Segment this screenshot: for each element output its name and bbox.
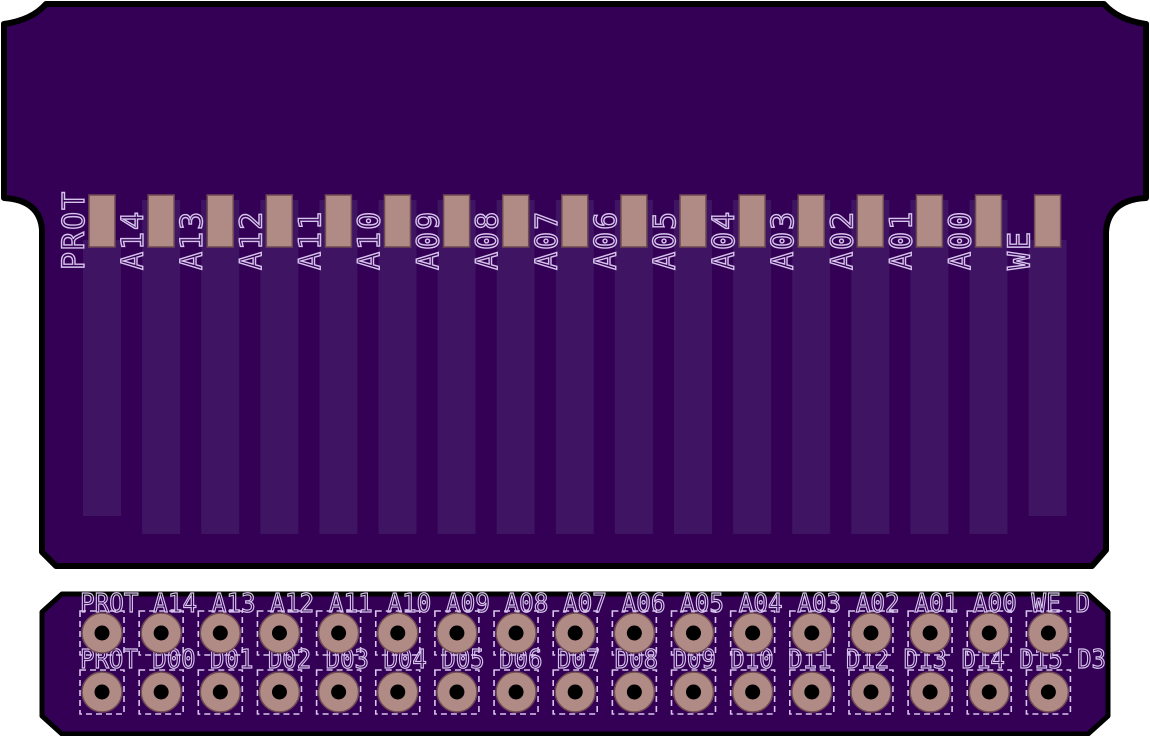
edge-pad-a01: [915, 194, 944, 248]
trace-prot: [83, 240, 121, 516]
header-pin: [729, 669, 776, 715]
header-pin: [138, 669, 184, 715]
header-pin: [79, 610, 125, 656]
trace-a13: [201, 200, 240, 534]
header-pin: [1025, 669, 1072, 715]
trace-a02: [851, 200, 890, 534]
header-board: [39, 591, 1111, 736]
header-pin: [966, 610, 1013, 656]
header-pin: [434, 669, 480, 715]
signal-label-prot: PROT: [57, 190, 92, 270]
header-pin: [1025, 610, 1072, 656]
trace-a12: [260, 200, 299, 534]
header-pin: [848, 669, 894, 715]
edge-pad-a02: [856, 194, 885, 248]
edge-pad-a00: [974, 194, 1003, 248]
edge-pad-a03: [797, 194, 825, 248]
trace-a06: [614, 200, 653, 534]
edge-pad-a08: [501, 194, 530, 248]
edge-connector-signal-labels: PROT A14 A13 A12 A11 A10 A09 A08 A07 A06 A05 A04 A03…: [56, 189, 1038, 271]
edge-pad-a13: [206, 194, 234, 248]
edge-pad-a09: [442, 194, 471, 248]
edge-connector-traces: [83, 200, 1067, 534]
edge-pad-prot: [88, 194, 116, 248]
header-pin: [374, 669, 421, 715]
signal-label-a05: A05: [648, 210, 683, 270]
header-pin: [197, 610, 244, 656]
header-pin: [256, 610, 303, 656]
trace-a09: [437, 200, 476, 534]
signal-label-a02: A02: [825, 210, 860, 270]
trace-a05: [674, 200, 712, 534]
edge-pad-a04: [738, 194, 766, 248]
trace-a00: [969, 200, 1008, 534]
header-pin: [907, 610, 953, 656]
signal-label-a14: A14: [116, 210, 151, 270]
header-pin: [256, 669, 303, 715]
edge-pad-a11: [324, 194, 353, 248]
trace-a10: [378, 200, 417, 534]
header-pin: [670, 669, 717, 715]
header-pin: [611, 669, 658, 715]
edge-connector-pads: [88, 194, 1062, 248]
edge-pad-a05: [679, 194, 707, 248]
signal-label-a13: A13: [175, 210, 210, 270]
header-pin: [552, 669, 599, 715]
header-pin: [848, 610, 894, 656]
signal-label-a01: A01: [884, 210, 919, 270]
header-pin: [315, 610, 362, 656]
signal-label-a03: A03: [766, 210, 801, 270]
edge-pad-a07: [561, 194, 589, 248]
trace-a01: [910, 200, 949, 534]
edge-pad-a14: [147, 194, 175, 248]
signal-label-a04: A04: [707, 210, 742, 270]
header-pin: [493, 610, 539, 656]
header-pin: [138, 610, 184, 656]
signal-label-a08: A08: [471, 210, 506, 270]
header-pin: [907, 669, 953, 715]
trace-a07: [555, 200, 594, 534]
header-pin: [670, 610, 717, 656]
signal-label-a06: A06: [589, 210, 624, 270]
trace-a04: [733, 200, 772, 534]
signal-label-a07: A07: [530, 210, 565, 270]
header-pin: [552, 610, 599, 656]
signal-label-a12: A12: [234, 210, 269, 270]
header-pin: [729, 610, 776, 656]
trace-a03: [792, 200, 831, 534]
header-pin: [197, 669, 244, 715]
trace-a08: [496, 200, 535, 534]
edge-pad-we: [1033, 194, 1062, 248]
signal-label-a00: A00: [944, 210, 979, 270]
signal-label-a09: A09: [412, 210, 447, 270]
signal-label-a11: A11: [293, 210, 328, 270]
header-pin: [434, 610, 480, 656]
header-pin: [315, 669, 362, 715]
header-pin: [788, 669, 835, 715]
edge-pad-a06: [620, 194, 648, 248]
header-pin: [966, 669, 1013, 715]
header-pin-pads: [79, 610, 1072, 715]
header-pin: [79, 669, 125, 715]
trace-a11: [319, 200, 358, 534]
header-pin: [788, 610, 835, 656]
signal-label-we: WE: [1003, 230, 1038, 270]
signal-label-a10: A10: [353, 210, 388, 270]
header-pin: [493, 669, 539, 715]
edge-pad-a12: [265, 194, 294, 248]
trace-we: [1028, 240, 1067, 516]
edge-pad-a10: [383, 194, 412, 248]
header-pin: [611, 610, 658, 656]
header-pin: [374, 610, 421, 656]
trace-a14: [142, 200, 181, 534]
